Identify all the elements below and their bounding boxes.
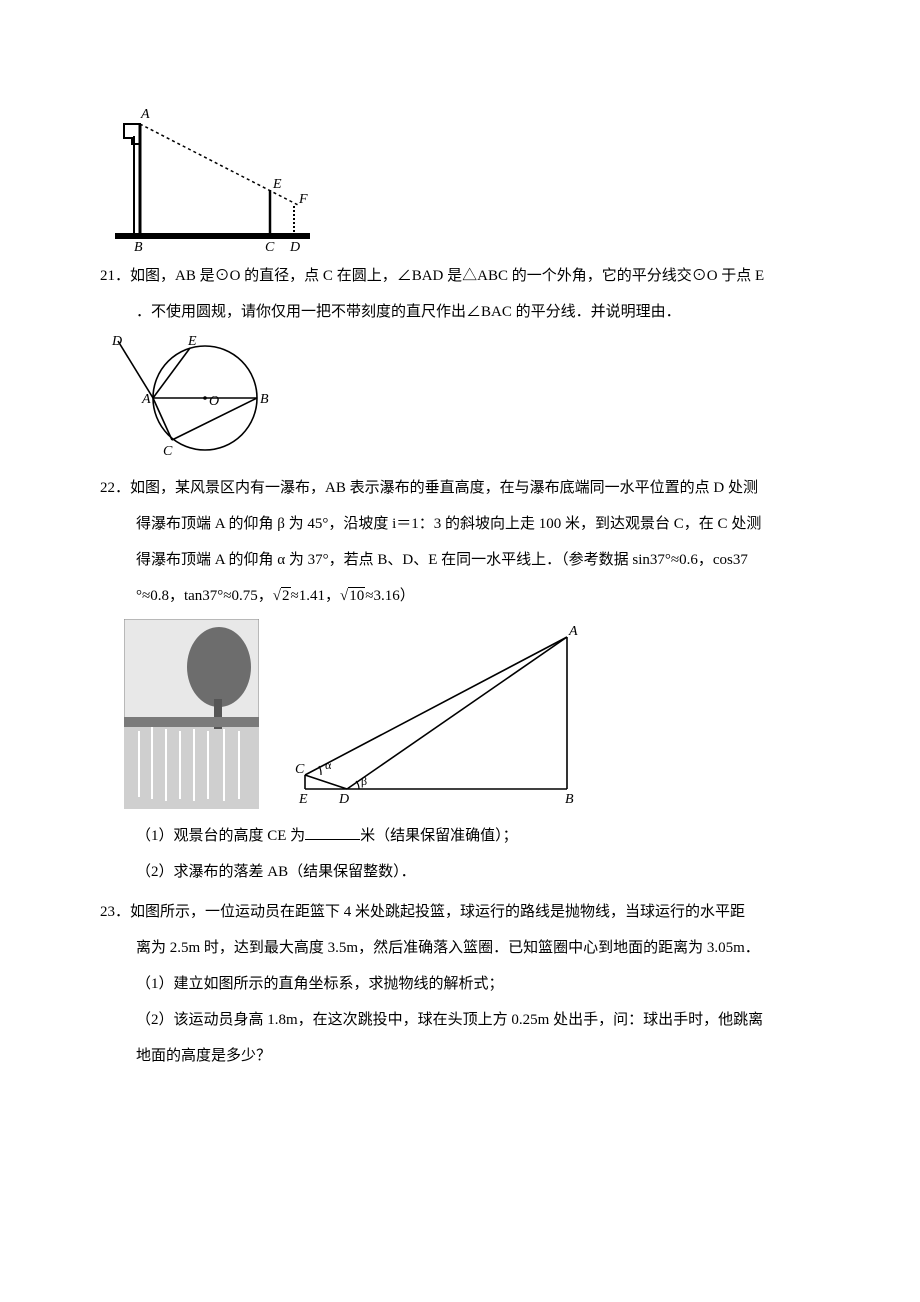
- q21: 21．如图，AB 是⊙O 的直径，点 C 在圆上，∠BAD 是△ABC 的一个外…: [100, 261, 820, 463]
- q23-line1: 如图所示，一位运动员在距篮下 4 米处跳起投篮，球运行的路线是抛物线，当球运行的…: [130, 904, 745, 920]
- q22-beta: β: [361, 774, 367, 788]
- q22: 22．如图，某风景区内有一瀑布，AB 表示瀑布的垂直高度，在与瀑布底端同一水平位…: [100, 473, 820, 887]
- q22-sub2: （2）求瀑布的落差 AB（结果保留整数）．: [100, 857, 820, 887]
- q23-number: 23．: [100, 904, 130, 920]
- q21-E: E: [187, 334, 197, 349]
- q21-D: D: [111, 334, 122, 349]
- q22-number: 22．: [100, 480, 130, 496]
- q22-line1: 如图，某风景区内有一瀑布，AB 表示瀑布的垂直高度，在与瀑布底端同一水平位置的点…: [130, 480, 758, 496]
- q22-alpha: α: [325, 758, 332, 772]
- label-D: D: [289, 240, 300, 251]
- q21-line2: ．不使用圆规，请你仅用一把不带刻度的直尺作出∠BAC 的平分线．并说明理由．: [100, 297, 820, 327]
- fig-q22-diagram: A B C D E α β: [287, 619, 587, 809]
- q21-A: A: [141, 392, 151, 407]
- sqrt10-val: ≈3.16）: [365, 588, 414, 604]
- q22-line3: 得瀑布顶端 A 的仰角 α 为 37°，若点 B、D、E 在同一水平线上．（参考…: [100, 545, 820, 575]
- label-B: B: [134, 240, 143, 251]
- sqrt2: 2: [281, 587, 291, 604]
- q23-sub1: （1）建立如图所示的直角坐标系，求抛物线的解析式；: [100, 969, 820, 999]
- q22-sub1-prefix: （1）观景台的高度 CE 为: [136, 828, 305, 844]
- fig-q20-svg: A B C D E F: [110, 106, 315, 251]
- q22-C: C: [295, 762, 305, 777]
- fig-q21-svg: A B C D E O: [110, 333, 290, 463]
- q21-number: 21．: [100, 268, 130, 284]
- label-E: E: [272, 177, 282, 192]
- q22-sub1-suffix: 米（结果保留准确值）；: [360, 828, 518, 844]
- q22-E: E: [298, 792, 308, 807]
- page: A B C D E F 21．如图，AB 是⊙O 的直径，点 C 在圆上，∠BA…: [0, 0, 920, 1302]
- fig-q20: A B C D E F: [100, 106, 820, 251]
- fig-q21: A B C D E O: [100, 333, 820, 463]
- fig-q22-row: A B C D E α β: [100, 619, 820, 809]
- q22-sub1: （1）观景台的高度 CE 为 米（结果保留准确值）；: [100, 821, 820, 851]
- q23-sub2a: （2）该运动员身高 1.8m，在这次跳投中，球在头顶上方 0.25m 处出手，问…: [100, 1005, 820, 1035]
- q21-line1: 如图，AB 是⊙O 的直径，点 C 在圆上，∠BAD 是△ABC 的一个外角，它…: [130, 268, 764, 284]
- q22-A: A: [568, 624, 578, 639]
- q21-B: B: [260, 392, 269, 407]
- blank-CE[interactable]: [305, 824, 360, 840]
- label-A: A: [140, 107, 150, 122]
- q22-line4: °≈0.8，tan37°≈0.75，√2≈1.41，√10≈3.16）: [100, 581, 820, 611]
- q21-C: C: [163, 444, 173, 459]
- q22-D: D: [338, 792, 349, 807]
- label-F: F: [298, 192, 308, 207]
- fig-q22-photo: [124, 619, 259, 809]
- q22-B: B: [565, 792, 574, 807]
- sqrt2-val: ≈1.41，: [291, 588, 340, 604]
- q22-line2: 得瀑布顶端 A 的仰角 β 为 45°，沿坡度 i＝1：3 的斜坡向上走 100…: [100, 509, 820, 539]
- label-C: C: [265, 240, 275, 251]
- q23: 23．如图所示，一位运动员在距篮下 4 米处跳起投篮，球运行的路线是抛物线，当球…: [100, 897, 820, 1071]
- q23-sub2b: 地面的高度是多少？: [100, 1041, 820, 1071]
- q21-O: O: [209, 394, 219, 409]
- q23-line2: 离为 2.5m 时，达到最大高度 3.5m，然后准确落入篮圈．已知篮圈中心到地面…: [100, 933, 820, 963]
- sqrt10: 10: [348, 587, 365, 604]
